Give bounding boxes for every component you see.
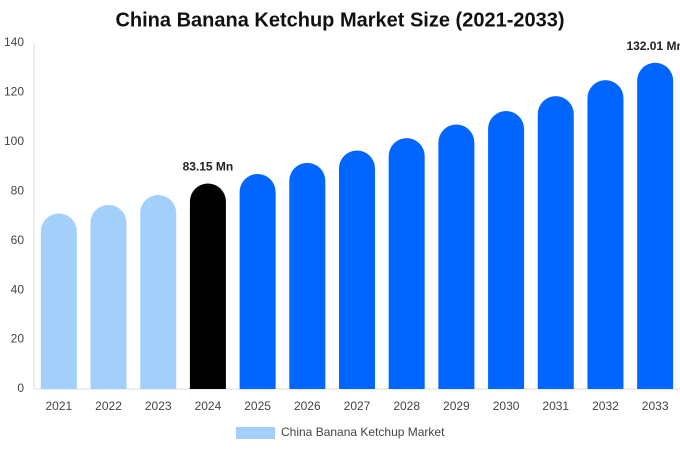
bar (289, 162, 326, 389)
x-tick-label: 2021 (45, 399, 72, 413)
bar (339, 150, 375, 389)
bar (189, 183, 226, 389)
value-label: 132.01 Mn (626, 39, 680, 53)
x-tick-label: 2027 (344, 399, 371, 413)
bar (140, 194, 177, 389)
bar (637, 62, 674, 390)
x-tick-label: 2031 (542, 399, 569, 413)
x-tick-label: 2030 (493, 399, 520, 413)
chart-title: China Banana Ketchup Market Size (2021-2… (115, 9, 564, 31)
bar (587, 80, 624, 390)
legend-swatch (236, 427, 275, 439)
y-tick-label: 0 (17, 381, 24, 395)
y-tick-label: 60 (11, 233, 25, 247)
y-tick-label: 140 (4, 35, 24, 49)
bar (388, 138, 425, 389)
x-tick-label: 2023 (145, 399, 172, 413)
y-tick-label: 80 (11, 183, 25, 197)
bar (90, 204, 127, 389)
x-tick-label: 2033 (642, 399, 669, 413)
y-tick-label: 100 (4, 134, 24, 148)
bar (488, 110, 525, 389)
value-label: 83.15 Mn (183, 160, 234, 174)
y-tick-label: 40 (11, 282, 25, 296)
x-tick-label: 2022 (95, 399, 122, 413)
x-tick-label: 2024 (195, 399, 222, 413)
x-tick-label: 2032 (592, 399, 619, 413)
x-tick-label: 2026 (294, 399, 321, 413)
bar (438, 124, 475, 390)
bar (239, 173, 276, 389)
y-tick-label: 120 (4, 85, 24, 99)
bar (537, 96, 574, 389)
x-tick-label: 2029 (443, 399, 470, 413)
bar (40, 213, 77, 389)
y-tick-label: 20 (11, 332, 25, 346)
x-tick-label: 2028 (393, 399, 420, 413)
x-tick-label: 2025 (244, 399, 271, 413)
legend-label: China Banana Ketchup Market (281, 425, 445, 439)
